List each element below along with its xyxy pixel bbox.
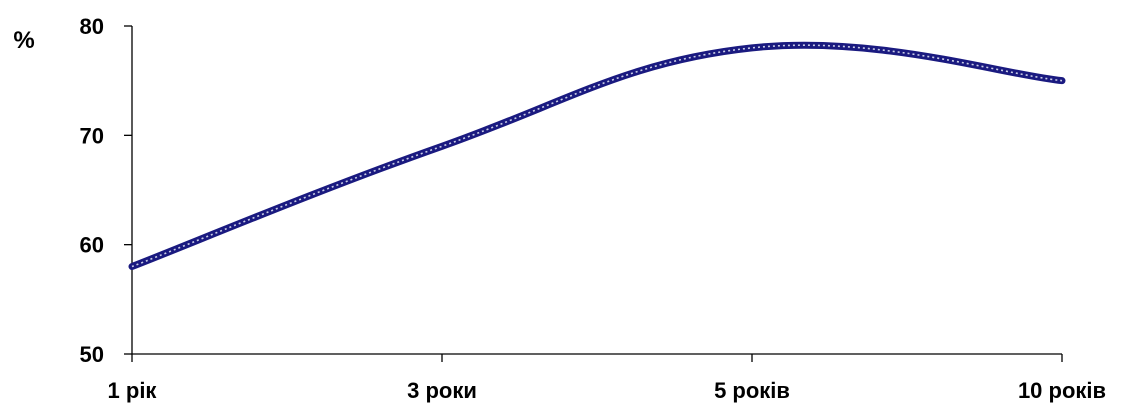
y-ticks: 50 60 70 80 <box>80 14 132 367</box>
y-axis-unit-label: % <box>13 27 34 54</box>
x-tick-label: 3 роки <box>407 378 477 403</box>
x-tick-label: 1 рік <box>108 378 158 403</box>
y-tick-label: 80 <box>80 14 104 39</box>
axes <box>131 26 1062 355</box>
x-tick-label: 10 років <box>1018 378 1106 403</box>
y-tick-label: 50 <box>80 342 104 367</box>
series-line-pattern <box>131 44 1063 268</box>
y-tick-label: 70 <box>80 123 104 148</box>
x-ticks: 1 рік 3 роки 5 років 10 років <box>108 354 1106 403</box>
x-tick-label: 5 років <box>714 378 790 403</box>
y-tick-label: 60 <box>80 233 104 258</box>
plot-area: 50 60 70 80 1 рік 3 роки 5 років 10 років <box>80 14 1107 403</box>
series-line <box>128 41 1066 271</box>
series-group <box>128 41 1066 271</box>
